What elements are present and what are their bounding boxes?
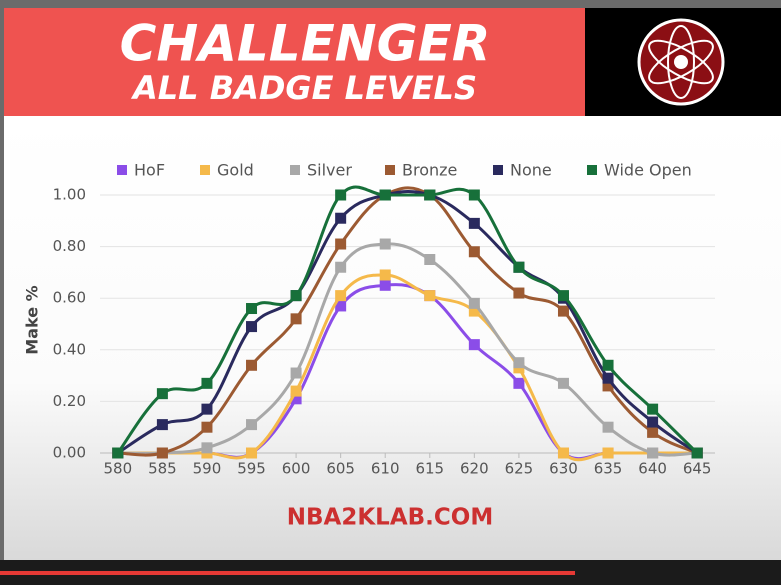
point bbox=[468, 297, 480, 309]
point bbox=[468, 246, 480, 258]
point bbox=[379, 189, 391, 201]
point bbox=[246, 303, 258, 315]
banner bbox=[4, 8, 585, 116]
point bbox=[468, 217, 480, 229]
x-tick-label: 590 bbox=[193, 460, 222, 478]
point bbox=[557, 305, 569, 317]
point bbox=[335, 212, 347, 224]
legend-marker bbox=[117, 165, 127, 175]
x-tick-label: 630 bbox=[549, 460, 578, 478]
y-tick-label: 0.20 bbox=[53, 392, 86, 410]
point bbox=[201, 442, 213, 454]
point bbox=[290, 313, 302, 325]
point bbox=[290, 385, 302, 397]
x-tick-label: 635 bbox=[594, 460, 623, 478]
point bbox=[290, 290, 302, 302]
x-tick-label: 615 bbox=[415, 460, 444, 478]
x-tick-label: 605 bbox=[326, 460, 355, 478]
legend-marker bbox=[587, 165, 597, 175]
point bbox=[335, 290, 347, 302]
footer: NBA2KLAB.COM bbox=[287, 505, 493, 531]
legend-label: Bronze bbox=[402, 161, 457, 180]
point bbox=[602, 421, 614, 433]
legend-label: HoF bbox=[134, 161, 165, 180]
series-line bbox=[117, 242, 698, 457]
point bbox=[468, 189, 480, 201]
point bbox=[647, 416, 659, 428]
point bbox=[379, 238, 391, 250]
x-tick-label: 580 bbox=[104, 460, 133, 478]
point bbox=[691, 447, 703, 459]
point bbox=[602, 372, 614, 384]
point bbox=[156, 447, 168, 459]
point bbox=[602, 380, 614, 392]
y-axis-label: Make % bbox=[23, 285, 42, 354]
point bbox=[379, 279, 391, 291]
legend-marker bbox=[493, 165, 503, 175]
y-tick-label: 0.60 bbox=[53, 289, 86, 307]
chart-subtitle: ALL BADGE LEVELS bbox=[130, 69, 477, 107]
x-tick-label: 585 bbox=[148, 460, 177, 478]
point bbox=[246, 419, 258, 431]
point bbox=[513, 287, 525, 299]
y-tick-label: 1.00 bbox=[53, 186, 86, 204]
point bbox=[335, 300, 347, 312]
legend-label: Wide Open bbox=[604, 161, 692, 180]
point bbox=[602, 359, 614, 371]
plot-background bbox=[4, 116, 781, 560]
point bbox=[156, 388, 168, 400]
point bbox=[647, 447, 659, 459]
point bbox=[246, 447, 258, 459]
y-tick-label: 0.40 bbox=[53, 340, 86, 358]
point bbox=[201, 421, 213, 433]
point bbox=[513, 261, 525, 273]
logo bbox=[637, 18, 725, 106]
y-tick-label: 0.80 bbox=[53, 237, 86, 255]
point bbox=[557, 447, 569, 459]
series-line bbox=[117, 273, 698, 462]
point bbox=[246, 321, 258, 333]
point bbox=[513, 357, 525, 369]
point bbox=[335, 261, 347, 273]
x-tick-label: 645 bbox=[683, 460, 712, 478]
point bbox=[201, 403, 213, 415]
legend-label: None bbox=[510, 161, 552, 180]
point bbox=[335, 238, 347, 250]
point bbox=[647, 403, 659, 415]
legend-label: Silver bbox=[307, 161, 352, 180]
legend-marker bbox=[385, 165, 395, 175]
progress bbox=[0, 571, 575, 575]
chart-title: CHALLENGER bbox=[120, 15, 491, 73]
y-tick-label: 0.00 bbox=[53, 444, 86, 462]
point bbox=[290, 393, 302, 405]
point bbox=[156, 419, 168, 431]
point bbox=[557, 377, 569, 389]
x-tick-label: 625 bbox=[505, 460, 534, 478]
legend-marker bbox=[290, 165, 300, 175]
point bbox=[468, 339, 480, 351]
point bbox=[557, 290, 569, 302]
x-tick-label: 640 bbox=[638, 460, 667, 478]
point bbox=[513, 377, 525, 389]
legend-label: Gold bbox=[217, 161, 254, 180]
point bbox=[468, 305, 480, 317]
point bbox=[335, 189, 347, 201]
x-tick-label: 620 bbox=[460, 460, 489, 478]
point bbox=[424, 189, 436, 201]
point bbox=[647, 426, 659, 438]
point bbox=[246, 359, 258, 371]
point bbox=[290, 367, 302, 379]
point bbox=[424, 254, 436, 265]
point bbox=[602, 447, 614, 459]
x-tick-label: 610 bbox=[371, 460, 400, 478]
x-tick-label: 600 bbox=[282, 460, 311, 478]
point bbox=[424, 290, 436, 302]
series-line bbox=[117, 190, 699, 455]
point bbox=[201, 377, 213, 389]
legend-marker bbox=[200, 165, 210, 175]
point bbox=[379, 269, 391, 281]
point bbox=[112, 447, 124, 459]
x-tick-label: 595 bbox=[237, 460, 266, 478]
